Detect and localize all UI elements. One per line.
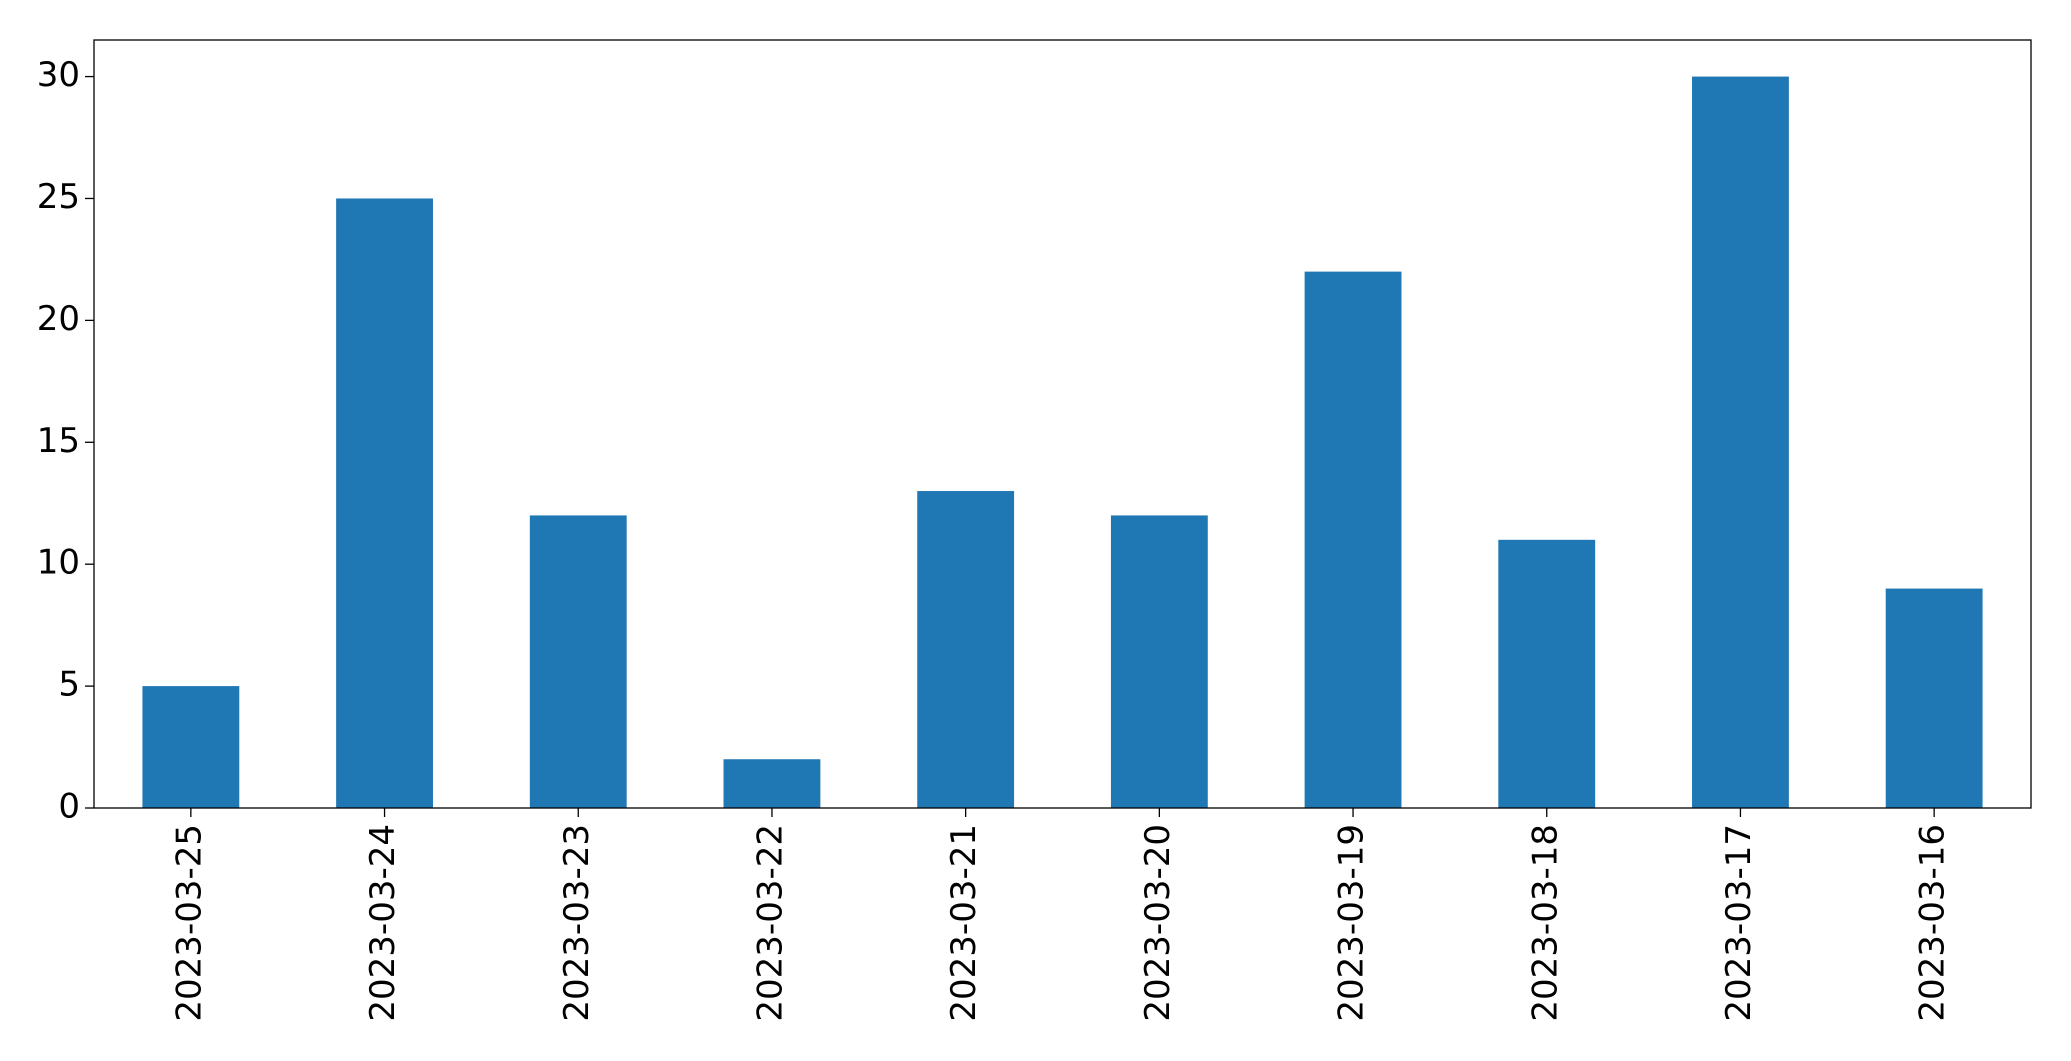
y-tick-label: 15	[37, 421, 80, 461]
x-tick-label: 2023-03-25	[169, 824, 209, 1022]
bar	[336, 198, 433, 808]
x-tick-label: 2023-03-18	[1525, 824, 1565, 1022]
bar	[1885, 588, 1983, 808]
x-tick-label: 2023-03-22	[750, 824, 790, 1022]
x-tick-label: 2023-03-19	[1332, 824, 1372, 1022]
bar	[1110, 515, 1208, 808]
bar	[529, 515, 627, 808]
x-tick-label: 2023-03-24	[363, 824, 403, 1022]
bar	[1498, 539, 1596, 808]
y-tick-label: 5	[58, 665, 80, 705]
plot-frame	[93, 39, 2032, 809]
bar	[917, 491, 1015, 808]
y-tick-label: 30	[37, 55, 80, 95]
y-tick-label: 0	[58, 787, 80, 827]
y-tick-label: 20	[37, 299, 80, 339]
x-tick-label: 2023-03-16	[1913, 824, 1953, 1022]
bar	[142, 686, 240, 808]
x-tick-label: 2023-03-17	[1719, 824, 1759, 1022]
y-tick-label: 25	[37, 177, 80, 217]
bar	[1692, 76, 1789, 809]
x-tick-label: 2023-03-20	[1138, 824, 1178, 1022]
bar	[1304, 271, 1402, 809]
y-tick-label: 10	[37, 543, 80, 583]
x-tick-label: 2023-03-23	[557, 824, 597, 1022]
x-tick-label: 2023-03-21	[944, 824, 984, 1022]
bar	[723, 759, 821, 808]
